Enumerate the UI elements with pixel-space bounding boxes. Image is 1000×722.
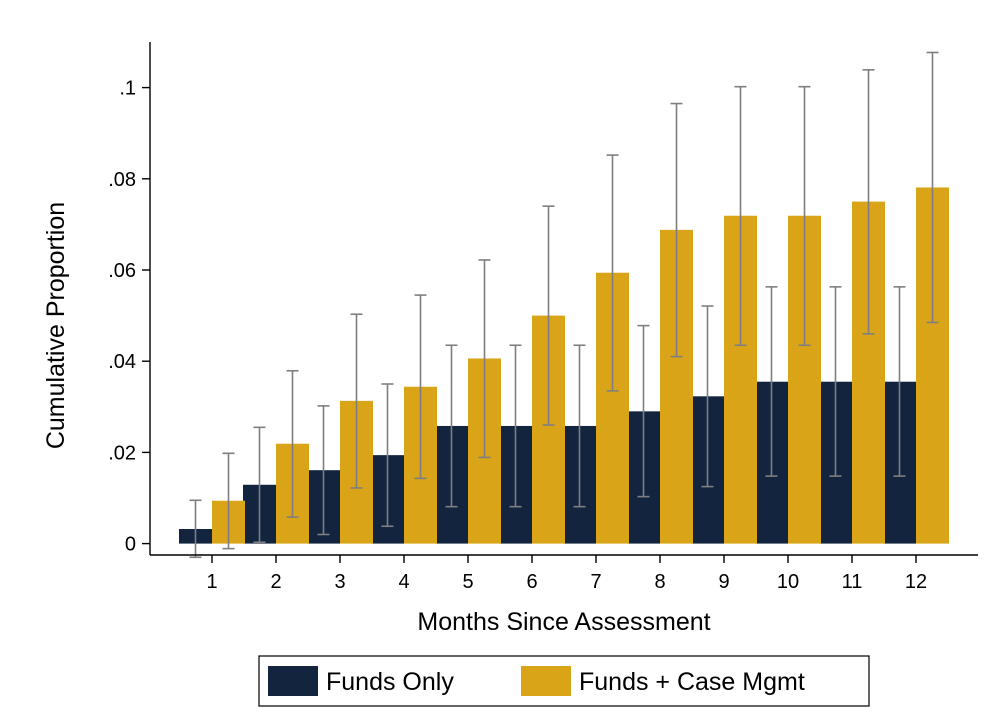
x-tick-label-5: 5 <box>462 571 473 593</box>
y-axis-title: Cumulative Proportion <box>42 202 70 449</box>
x-tick-label-2: 2 <box>270 571 281 593</box>
legend-swatch-funds-case-mgmt <box>521 666 571 696</box>
y-tick-label-5: .1 <box>119 78 136 100</box>
bars-layer <box>179 187 949 544</box>
legend: Funds Only Funds + Case Mgmt <box>258 655 870 707</box>
x-tick-label-10: 10 <box>777 571 799 593</box>
y-ticks-layer: 0 .02 .04 .06 .08 .1 <box>108 78 150 556</box>
error-bars-layer <box>189 51 939 559</box>
y-tick-label-1: .02 <box>108 442 136 464</box>
x-ticks-layer: 1 2 3 4 5 6 7 8 9 10 11 12 <box>206 555 927 593</box>
x-tick-label-12: 12 <box>905 571 927 593</box>
x-axis-title: Months Since Assessment <box>417 608 710 636</box>
y-tick-label-2: .04 <box>108 351 136 373</box>
y-tick-label-3: .06 <box>108 260 136 282</box>
y-tick-label-4: .08 <box>108 169 136 191</box>
x-tick-label-6: 6 <box>526 571 537 593</box>
x-tick-label-8: 8 <box>654 571 665 593</box>
x-tick-label-11: 11 <box>842 571 863 593</box>
legend-swatch-funds-only <box>268 666 318 696</box>
y-tick-label-0: 0 <box>125 534 136 556</box>
legend-label-funds-only: Funds Only <box>326 668 454 696</box>
x-tick-label-9: 9 <box>718 571 729 593</box>
x-tick-label-4: 4 <box>398 571 409 593</box>
x-tick-label-3: 3 <box>334 571 345 593</box>
x-tick-label-1: 1 <box>206 571 217 593</box>
x-tick-label-7: 7 <box>590 571 601 593</box>
legend-label-funds-case-mgmt: Funds + Case Mgmt <box>579 668 805 696</box>
